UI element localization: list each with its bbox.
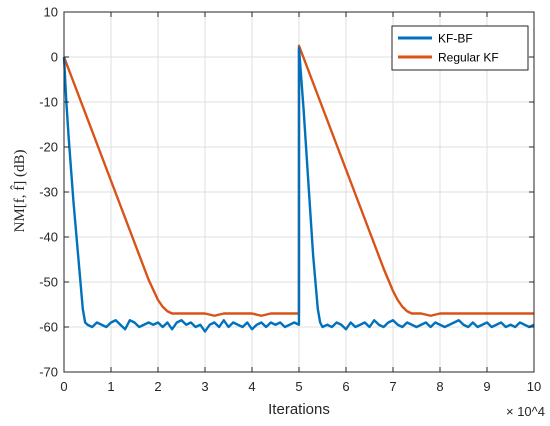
x-tick-label: 4 — [248, 379, 255, 394]
x-tick-label: 5 — [295, 379, 302, 394]
y-tick-label: -60 — [39, 320, 58, 335]
legend-label-kf-bf: KF-BF — [438, 32, 473, 46]
x-tick-label: 10 — [527, 379, 541, 394]
y-axis-label: NM[f, f̂] (dB) — [10, 150, 28, 233]
legend: KF-BF Regular KF — [391, 25, 529, 71]
y-tick-label: -40 — [39, 230, 58, 245]
x-tick-label: 9 — [483, 379, 490, 394]
tick-labels: 0 1 2 3 4 5 6 7 8 9 10 -70 -60 -50 -40 -30 -20 -10 0 10 — [39, 5, 541, 395]
series-layer — [62, 44, 535, 333]
y-tick-label: -10 — [39, 95, 58, 110]
x-tick-label: 1 — [107, 379, 114, 394]
x-tick-label: 7 — [389, 379, 396, 394]
legend-box — [391, 25, 529, 71]
x-tick-label: 0 — [60, 379, 67, 394]
y-tick-label: -50 — [39, 275, 58, 290]
x-axis-multiplier: × 10^4 — [506, 404, 545, 419]
x-tick-label: 8 — [436, 379, 443, 394]
x-tick-label: 6 — [342, 379, 349, 394]
x-tick-label: 3 — [201, 379, 208, 394]
series-line-kf-bf — [62, 46, 535, 333]
x-axis-label: Iterations — [268, 401, 330, 418]
y-tick-label: -20 — [39, 140, 58, 155]
x-tick-label: 2 — [154, 379, 161, 394]
y-tick-label: -70 — [39, 365, 58, 380]
y-tick-label: -30 — [39, 185, 58, 200]
y-tick-label: 10 — [44, 5, 58, 20]
y-tick-label: 0 — [51, 50, 58, 65]
axes — [63, 11, 535, 373]
legend-label-regular-kf: Regular KF — [438, 51, 499, 65]
